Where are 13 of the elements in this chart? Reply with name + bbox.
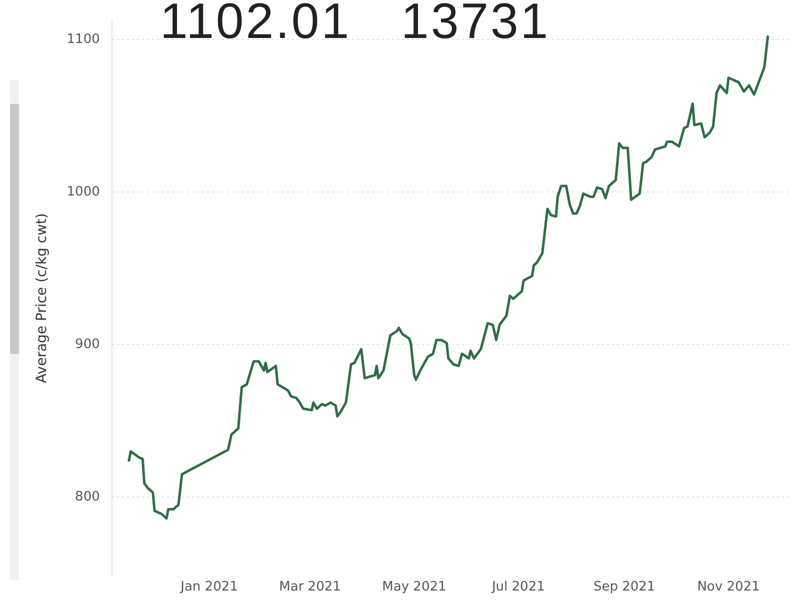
x-tick-label: Nov 2021	[697, 580, 760, 595]
x-tick-label: Mar 2021	[279, 580, 341, 595]
y-tick-label: 800	[75, 489, 100, 504]
x-tick-label: Jan 2021	[180, 580, 238, 595]
annotation: 13731	[401, 0, 550, 50]
y-axis-title: Average Price (c/kg cwt)	[34, 213, 50, 384]
x-tick-label: Jul 2021	[490, 580, 545, 595]
x-tick-label: May 2021	[382, 580, 446, 595]
annotation: 1102.01	[160, 0, 352, 50]
x-tick-label: Sep 2021	[593, 580, 656, 595]
y-tick-label: 1000	[66, 184, 100, 200]
y-tick-label: 900	[75, 336, 100, 352]
y-tick-label: 1100	[66, 32, 100, 47]
